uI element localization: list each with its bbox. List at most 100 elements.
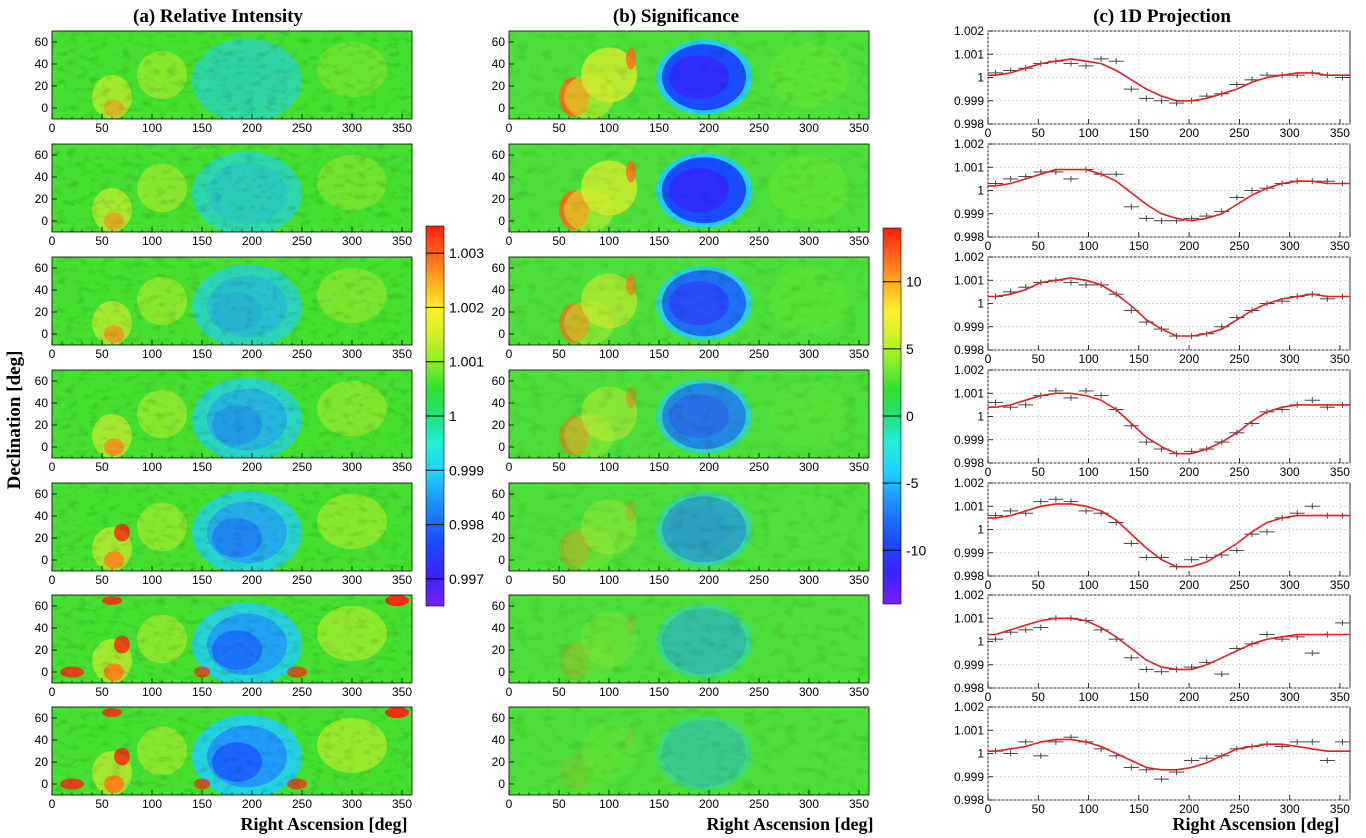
y-tick-label: 20 <box>35 531 49 545</box>
data-point <box>1138 95 1154 102</box>
x-tick-label: 350 <box>392 685 412 699</box>
significance-map-row-7: 0 50 100 150 200 250 300 350 0 20 40 60 <box>492 706 870 811</box>
data-point <box>1153 97 1169 104</box>
x-tick-label: 250 <box>749 685 769 699</box>
y-tick-label: 0.999 <box>954 320 984 334</box>
x-tick-label: 250 <box>292 685 312 699</box>
map-image-a <box>52 144 412 232</box>
x-tick-label: 200 <box>1179 690 1199 704</box>
fit-curve <box>988 168 1350 222</box>
x-tick-label: 350 <box>849 121 869 135</box>
x-tick-label: 150 <box>1129 126 1149 140</box>
map-image-a <box>52 483 412 571</box>
x-tick-label: 200 <box>242 797 262 811</box>
x-tick-label: 200 <box>242 234 262 248</box>
data-point <box>1063 175 1079 182</box>
y-tick-label: 1 <box>977 635 984 649</box>
x-tick-label: 200 <box>1179 126 1199 140</box>
x-tick-label: 300 <box>1280 465 1300 479</box>
y-tick-label: 0 <box>41 327 48 341</box>
map-image-b <box>509 257 869 345</box>
x-tick-label: 200 <box>1179 352 1199 366</box>
y-tick-label: 20 <box>35 643 49 657</box>
y-tick-label: 40 <box>492 621 506 635</box>
x-tick-label: 50 <box>95 797 109 811</box>
data-point <box>1153 217 1169 224</box>
panel-title-a: (a) Relative Intensity <box>133 6 303 27</box>
x-axis: 0 50 100 150 200 250 300 350 <box>506 227 869 248</box>
y-tick-label: 0.999 <box>954 658 984 672</box>
y-tick-label: 1 <box>977 184 984 198</box>
data-point <box>1304 650 1320 657</box>
y-tick-label: 1.001 <box>954 499 984 513</box>
y-tick-label: 20 <box>492 192 506 206</box>
x-tick-label: 250 <box>749 121 769 135</box>
x-tick-label: 150 <box>192 234 212 248</box>
data-point <box>1304 397 1320 404</box>
x-tick-label: 250 <box>749 460 769 474</box>
x-tick-label: 350 <box>1330 352 1350 366</box>
x-tick-label: 100 <box>1079 239 1099 253</box>
y-axis: 0.998 0.999 1 1.001 1.002 <box>954 588 993 695</box>
x-tick-label: 300 <box>799 234 819 248</box>
data-point <box>1214 671 1230 678</box>
x-tick-label: 0 <box>49 121 56 135</box>
data-point <box>1259 528 1275 535</box>
x-tick-label: 50 <box>552 234 566 248</box>
x-tick-label: 0 <box>49 573 56 587</box>
intensity-map-row-4: 0 50 100 150 200 250 300 350 0 20 40 60 <box>35 369 413 474</box>
data-point <box>1184 556 1200 563</box>
y-tick-label: 0.999 <box>954 770 984 784</box>
x-tick-label: 0 <box>506 685 513 699</box>
x-axis: 0 50 100 150 200 250 300 350 <box>506 453 869 474</box>
y-tick-label: 60 <box>492 599 506 613</box>
x-tick-label: 100 <box>599 573 619 587</box>
x-tick-label: 0 <box>49 685 56 699</box>
x-axis: 0 50 100 150 200 250 300 350 <box>506 114 869 135</box>
y-tick-label: 0.999 <box>954 433 984 447</box>
y-tick-label: 1.001 <box>954 160 984 174</box>
x-tick-label: 350 <box>849 797 869 811</box>
data-point <box>1334 738 1350 745</box>
data-point <box>1123 203 1139 210</box>
x-tick-label: 100 <box>599 685 619 699</box>
fit-curve <box>988 58 1350 102</box>
x-tick-label: 50 <box>95 685 109 699</box>
x-tick-label: 250 <box>749 573 769 587</box>
x-tick-label: 250 <box>292 234 312 248</box>
data-point <box>1078 387 1094 394</box>
data-point <box>1334 619 1350 626</box>
data-point <box>1063 60 1079 67</box>
projection-plot-row-5: 0 50 100 150 200 250 300 350 0.998 0.999 1 1.001 1.0… <box>954 476 1351 592</box>
x-axis: 0 50 100 150 200 250 300 350 <box>985 795 1350 816</box>
x-tick-label: 0 <box>506 234 513 248</box>
x-axis: 0 50 100 150 200 250 300 350 <box>49 566 412 587</box>
x-tick-label: 300 <box>1280 802 1300 816</box>
x-tick-label: 300 <box>342 797 362 811</box>
y-tick-label: 40 <box>492 170 506 184</box>
y-tick-label: 1 <box>977 71 984 85</box>
x-tick-label: 150 <box>192 460 212 474</box>
colorbar-tick-label: -10 <box>906 542 926 558</box>
fit-curve <box>988 738 1350 771</box>
x-axis: 0 50 100 150 200 250 300 350 <box>49 340 412 361</box>
colorbar-relative-intensity: 1.003 1.002 1.001 1 0.999 0.998 0.997 <box>425 225 484 607</box>
intensity-map-row-5: 0 50 100 150 200 250 300 350 0 20 40 60 <box>35 482 413 587</box>
x-tick-label: 50 <box>95 460 109 474</box>
intensity-map-row-1: 0 50 100 150 200 250 300 350 0 20 40 60 <box>35 30 413 135</box>
x-tick-label: 100 <box>142 460 162 474</box>
data-point <box>1123 86 1139 93</box>
data-point <box>1018 401 1034 408</box>
x-axis: 0 50 100 150 200 250 300 350 <box>985 345 1350 366</box>
x-tick-label: 150 <box>649 121 669 135</box>
x-tick-label: 100 <box>1079 578 1099 592</box>
data-point <box>1078 507 1094 514</box>
x-tick-label: 0 <box>49 347 56 361</box>
x-tick-label: 0 <box>506 573 513 587</box>
x-tick-label: 350 <box>392 234 412 248</box>
data-point <box>1033 752 1049 759</box>
x-tick-label: 200 <box>699 685 719 699</box>
y-tick-label: 1.002 <box>954 24 984 38</box>
data-point <box>1003 507 1019 514</box>
